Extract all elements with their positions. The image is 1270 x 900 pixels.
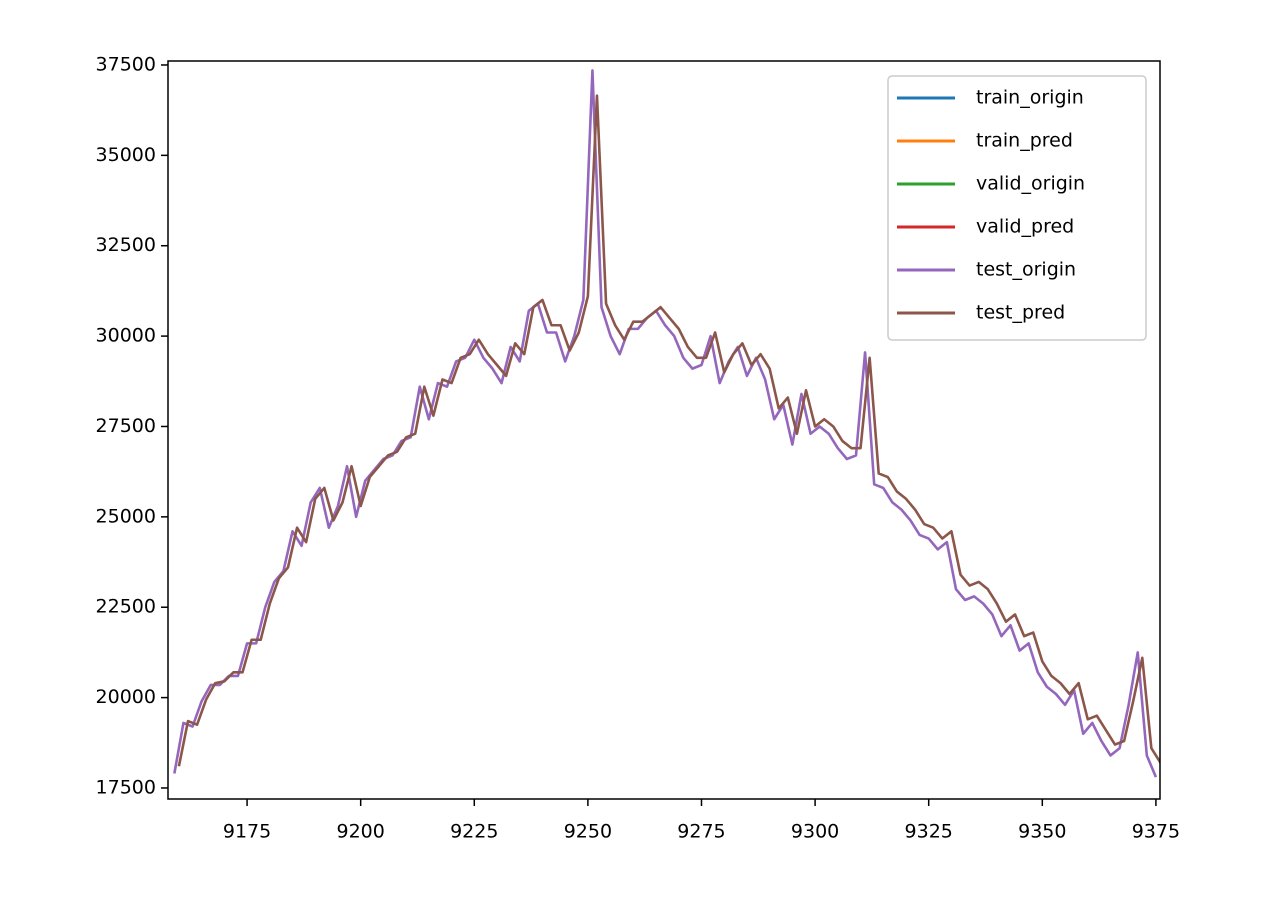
y-tick-label: 20000 [96,686,156,708]
axes-frame [167,60,1161,800]
y-tick-label: 25000 [96,505,156,527]
x-tick-label: 9300 [791,821,839,843]
x-tick-label: 9375 [1132,821,1180,843]
legend-label: valid_pred [976,216,1074,238]
legend-label: train_origin [976,87,1084,109]
legend-label: valid_origin [976,173,1085,195]
x-tick-label: 9275 [677,821,725,843]
x-tick-label: 9225 [450,821,498,843]
y-tick-label: 17500 [96,776,156,798]
legend-box [887,75,1147,341]
series-line [177,94,1160,767]
legend-label: test_pred [976,302,1065,324]
legend-label: test_origin [976,259,1076,281]
x-tick-label: 9200 [336,821,384,843]
y-tick-label: 35000 [96,144,156,166]
y-tick-label: 22500 [96,596,156,618]
x-tick-label: 9325 [905,821,953,843]
y-tick-label: 32500 [96,234,156,256]
legend-label: train_pred [976,130,1073,152]
y-tick-label: 37500 [96,53,156,75]
x-tick-label: 9175 [223,821,271,843]
x-tick-label: 9250 [564,821,612,843]
y-tick-label: 27500 [96,415,156,437]
plot-area [173,69,1160,778]
y-tick-label: 30000 [96,325,156,347]
series-line [173,69,1158,778]
x-tick-label: 9350 [1018,821,1066,843]
